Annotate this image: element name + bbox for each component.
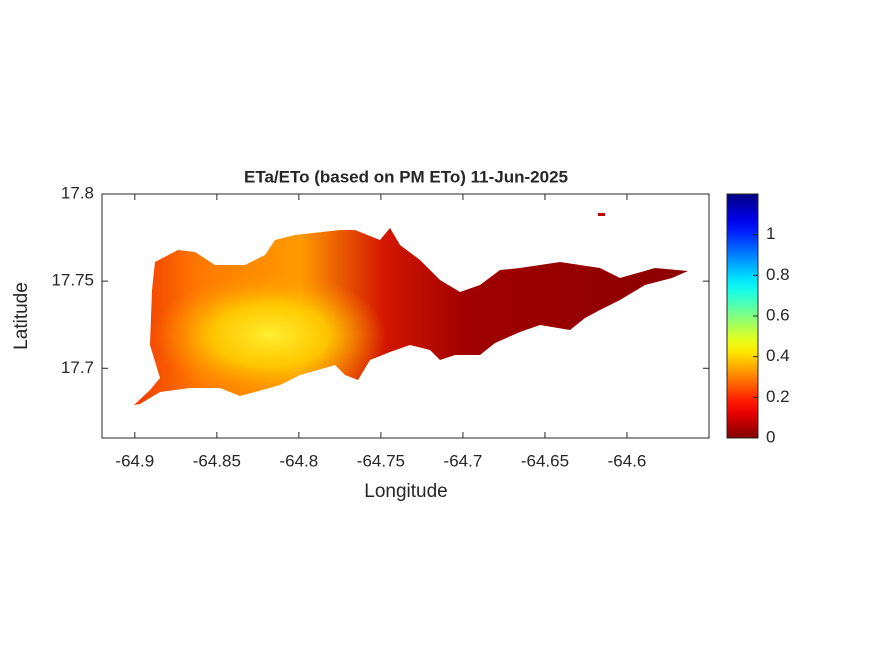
x-tick-label: -64.6 <box>608 451 647 470</box>
axes-box <box>101 193 710 439</box>
islet <box>598 213 605 216</box>
x-tick-label: -64.85 <box>193 451 241 470</box>
colorbar-tick-label: 0.2 <box>766 387 790 406</box>
y-tick-label: 17.75 <box>51 271 94 290</box>
island <box>134 228 688 405</box>
chart-title: ETa/ETo (based on PM ETo) 11-Jun-2025 <box>244 167 568 186</box>
x-tick-label: -64.75 <box>357 451 405 470</box>
colorbar-tick-label: 1 <box>766 224 775 243</box>
y-tick-label: 17.8 <box>61 183 94 202</box>
x-tick-label: -64.65 <box>521 451 569 470</box>
x-tick-label: -64.8 <box>279 451 318 470</box>
x-axis-label: Longitude <box>364 481 447 502</box>
colorbar-tick-label: 0 <box>766 427 775 446</box>
colorbar-tick-label: 0.8 <box>766 265 790 284</box>
x-tick-label: -64.9 <box>115 451 154 470</box>
colorbar-tick-label: 0.4 <box>766 346 790 365</box>
y-axis-label: Latitude <box>11 282 32 350</box>
colorbar <box>726 193 759 439</box>
colorbar-tick-label: 0.6 <box>766 305 790 324</box>
y-tick-label: 17.7 <box>61 358 94 377</box>
x-tick-label: -64.7 <box>444 451 483 470</box>
